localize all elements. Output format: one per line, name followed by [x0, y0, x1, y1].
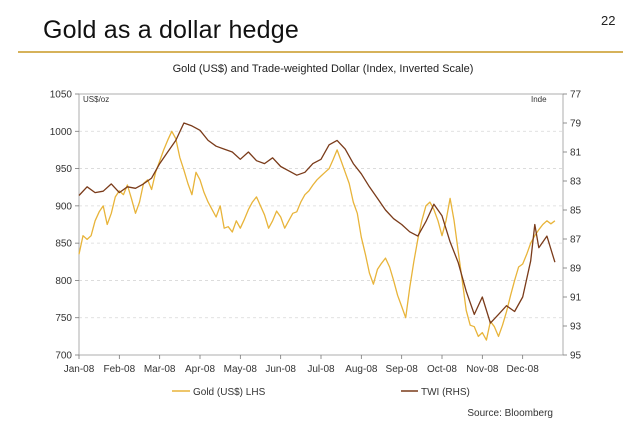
- left-axis: 700 750 800 850 900 950 1000 1050: [50, 90, 79, 362]
- left-tick-label: 900: [55, 201, 72, 212]
- x-axis: Jan-08 Feb-08 Mar-08 Apr-08 May-08 Jun-08 Jul-…: [64, 355, 540, 375]
- left-tick-label: 750: [55, 313, 72, 324]
- title-divider: [18, 51, 623, 53]
- legend-label-gold: Gold (US$) LHS: [193, 387, 266, 398]
- series-line-gold: [78, 130, 556, 341]
- x-tick-label: Apr-08: [185, 364, 215, 375]
- right-axis-unit-label: Inde: [531, 95, 547, 104]
- right-tick-label: 95: [570, 351, 582, 362]
- x-tick-label: May-08: [224, 364, 258, 375]
- x-tick-label: Jan-08: [64, 364, 95, 375]
- x-tick-label: Nov-08: [466, 364, 499, 375]
- right-tick-label: 77: [570, 90, 582, 101]
- x-tick-label: Jun-08: [265, 364, 296, 375]
- source-note: Source: Bloomberg: [467, 408, 553, 419]
- right-tick-label: 79: [570, 119, 582, 130]
- x-tick-label: Feb-08: [103, 364, 135, 375]
- chart-title: Gold (US$) and Trade-weighted Dollar (In…: [173, 63, 474, 75]
- right-tick-label: 93: [570, 322, 582, 333]
- right-tick-label: 91: [570, 293, 582, 304]
- left-tick-label: 950: [55, 164, 72, 175]
- page-number: 22: [601, 13, 616, 28]
- left-tick-label: 700: [55, 351, 72, 362]
- x-tick-label: Mar-08: [144, 364, 176, 375]
- x-tick-label: Oct-08: [427, 364, 457, 375]
- x-tick-label: Aug-08: [345, 364, 378, 375]
- left-axis-unit-label: US$/oz: [83, 95, 109, 104]
- x-tick-label: Jul-08: [307, 364, 335, 375]
- gridlines: [79, 130, 563, 319]
- series-line-twi: [78, 122, 556, 324]
- right-tick-label: 81: [570, 148, 582, 159]
- left-tick-label: 1000: [50, 127, 73, 138]
- x-tick-label: Dec-08: [507, 364, 540, 375]
- x-tick-label: Sep-08: [386, 364, 419, 375]
- right-axis: 77 79 81 83 85 87 89 91 93 95: [563, 90, 582, 362]
- right-tick-label: 85: [570, 206, 582, 217]
- legend: Gold (US$) LHS TWI (RHS): [172, 387, 470, 398]
- right-tick-label: 87: [570, 235, 582, 246]
- left-tick-label: 850: [55, 239, 72, 250]
- legend-label-twi: TWI (RHS): [421, 387, 470, 398]
- left-tick-label: 1050: [50, 90, 73, 101]
- right-tick-label: 83: [570, 177, 582, 188]
- plot-frame: [78, 93, 564, 356]
- left-tick-label: 800: [55, 276, 72, 287]
- slide-title: Gold as a dollar hedge: [43, 16, 299, 44]
- series-lines: [78, 122, 556, 341]
- right-tick-label: 89: [570, 264, 582, 275]
